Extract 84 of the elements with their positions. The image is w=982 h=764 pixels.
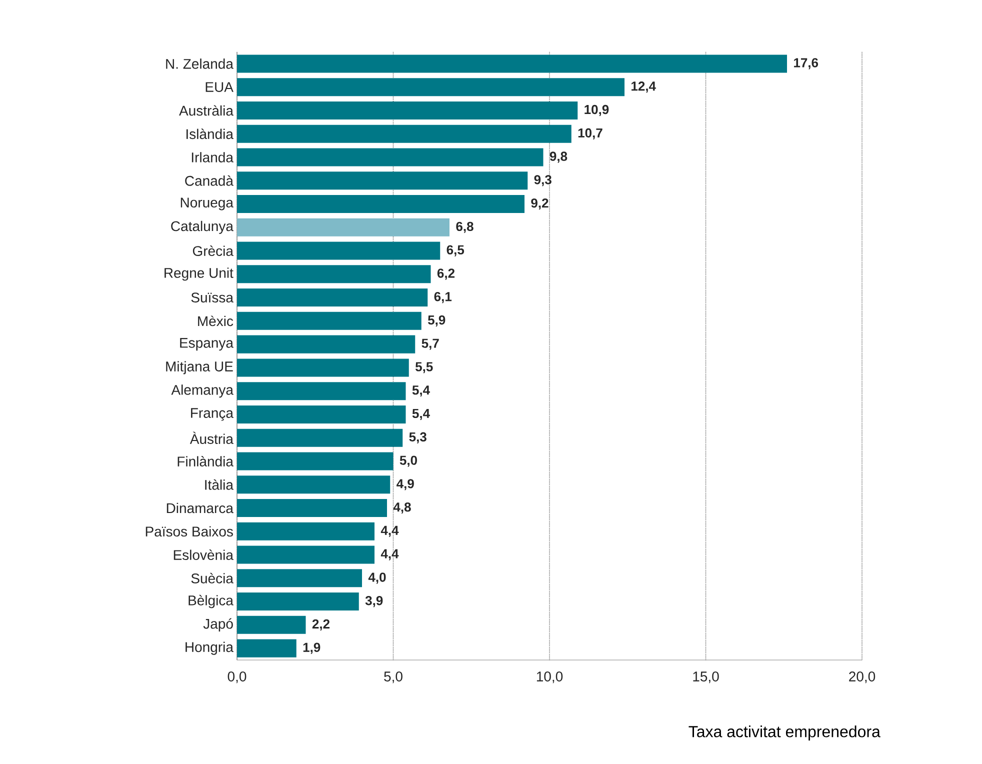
y-tick-label: Mèxic — [198, 316, 234, 326]
bar — [237, 546, 375, 564]
y-tick-label: Bèlgica — [188, 594, 234, 608]
y-tick-label: Austràlia — [179, 105, 234, 116]
bar — [237, 101, 578, 120]
bar — [237, 312, 422, 330]
bar — [237, 218, 450, 236]
bar — [237, 405, 406, 424]
bar — [237, 592, 359, 611]
bar — [237, 639, 296, 658]
bar — [237, 54, 788, 73]
data-label: 9,2 — [531, 198, 548, 210]
y-tick-label: Finlàndia — [178, 456, 234, 466]
y-tick-label: França — [191, 408, 234, 421]
bar — [237, 428, 403, 447]
bar — [237, 242, 440, 260]
y-tick-label: Països Baixos — [146, 526, 233, 537]
data-label: 4,4 — [380, 526, 399, 537]
data-label: 5,0 — [400, 456, 417, 467]
bar — [237, 452, 394, 470]
data-label: 3,9 — [365, 596, 383, 608]
x-tick-label: 0,0 — [228, 672, 246, 684]
y-tick-label: Mitjana UE — [166, 361, 233, 374]
y-tick-label: Hongria — [186, 642, 234, 655]
y-tick-label: Suïssa — [191, 292, 234, 303]
bar — [237, 195, 525, 214]
bar — [237, 265, 431, 284]
y-tick-label: Irlanda — [192, 152, 234, 162]
bar — [237, 148, 544, 166]
data-label: 6,8 — [456, 222, 474, 233]
y-tick-label: EUA — [206, 82, 234, 92]
y-tick-label: Noruega — [180, 198, 234, 210]
bar — [237, 616, 306, 634]
bar — [237, 124, 572, 143]
bar — [237, 78, 625, 96]
x-tick-label: 20,0 — [849, 672, 876, 684]
data-label: 5,3 — [409, 432, 426, 444]
data-label: 5,5 — [415, 362, 433, 374]
data-label: 5,9 — [428, 315, 446, 326]
bar — [237, 288, 428, 307]
x-tick-label: 15,0 — [693, 672, 719, 684]
data-label: 10,9 — [584, 104, 609, 116]
data-label: 5,4 — [412, 408, 430, 420]
x-axis-title: Taxa activitat emprenedora — [688, 726, 880, 740]
y-tick-label: Dinamarca — [166, 502, 234, 514]
data-label: 12,4 — [632, 82, 656, 93]
y-tick-label: Catalunya — [171, 220, 234, 234]
y-tick-label: Eslovènia — [174, 550, 234, 560]
y-tick-label: Canadà — [185, 175, 234, 186]
data-label: 10,7 — [578, 128, 602, 140]
data-label: 4,4 — [380, 549, 399, 560]
x-tick-label: 10,0 — [536, 672, 563, 684]
data-label: 9,8 — [550, 152, 568, 163]
y-tick-label: Itàlia — [205, 479, 234, 490]
bar — [237, 476, 390, 494]
bar — [237, 335, 416, 354]
bar — [237, 522, 375, 540]
data-label: 5,7 — [422, 338, 439, 350]
data-label: 1,9 — [303, 642, 320, 654]
data-label: 6,5 — [446, 245, 464, 256]
data-label: 6,2 — [437, 268, 455, 280]
y-tick-label: Alemanya — [171, 384, 234, 398]
bar — [237, 382, 406, 400]
y-tick-label: Grècia — [192, 246, 234, 256]
data-label: 6,1 — [434, 292, 452, 304]
y-tick-label: Islàndia — [186, 128, 234, 140]
data-label: 17,6 — [794, 58, 818, 70]
y-tick-label: Regne Unit — [164, 268, 234, 281]
y-tick-label: Suècia — [191, 572, 234, 584]
bar — [237, 499, 388, 518]
bar — [237, 172, 528, 190]
data-label: 5,4 — [412, 386, 430, 397]
x-tick-label: 5,0 — [384, 672, 402, 684]
data-label: 2,2 — [312, 619, 330, 630]
data-label: 4,9 — [396, 479, 414, 490]
data-label: 9,3 — [534, 175, 552, 186]
bar — [237, 358, 409, 377]
y-tick-label: N. Zelanda — [166, 58, 234, 69]
y-tick-label: Espanya — [180, 338, 234, 351]
data-label: 4,0 — [368, 572, 386, 584]
y-tick-label: Japó — [203, 618, 233, 632]
y-tick-label: Àustria — [190, 432, 234, 444]
bar — [237, 569, 362, 588]
data-label: 4,8 — [393, 502, 411, 514]
